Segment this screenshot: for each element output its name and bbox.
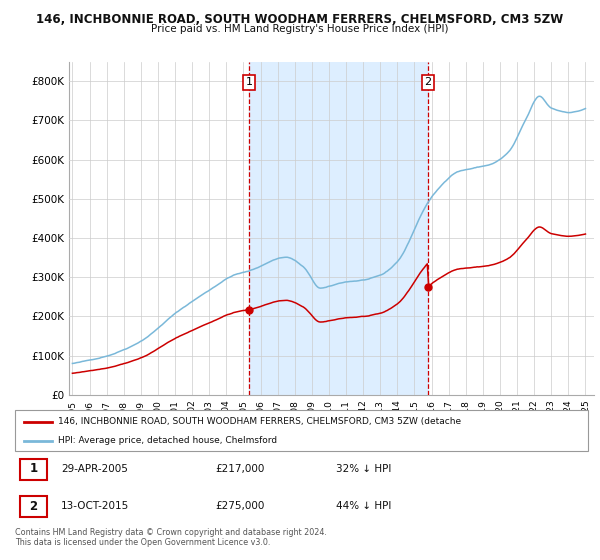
Text: HPI: Average price, detached house, Chelmsford: HPI: Average price, detached house, Chel… xyxy=(58,436,277,445)
Text: £217,000: £217,000 xyxy=(215,464,265,474)
Text: Price paid vs. HM Land Registry's House Price Index (HPI): Price paid vs. HM Land Registry's House … xyxy=(151,24,449,34)
Text: 13-OCT-2015: 13-OCT-2015 xyxy=(61,501,129,511)
Text: Contains HM Land Registry data © Crown copyright and database right 2024.
This d: Contains HM Land Registry data © Crown c… xyxy=(15,528,327,547)
Text: 44% ↓ HPI: 44% ↓ HPI xyxy=(336,501,391,511)
Text: 32% ↓ HPI: 32% ↓ HPI xyxy=(336,464,391,474)
Text: 1: 1 xyxy=(29,463,37,475)
Bar xyxy=(20,496,47,516)
Text: 29-APR-2005: 29-APR-2005 xyxy=(61,464,128,474)
Bar xyxy=(249,62,428,395)
Text: 146, INCHBONNIE ROAD, SOUTH WOODHAM FERRERS, CHELMSFORD, CM3 5ZW (detache: 146, INCHBONNIE ROAD, SOUTH WOODHAM FERR… xyxy=(58,417,461,426)
Text: 2: 2 xyxy=(424,77,431,87)
Text: 146, INCHBONNIE ROAD, SOUTH WOODHAM FERRERS, CHELMSFORD, CM3 5ZW: 146, INCHBONNIE ROAD, SOUTH WOODHAM FERR… xyxy=(37,13,563,26)
Bar xyxy=(20,459,47,479)
Text: 2: 2 xyxy=(29,500,37,512)
Text: £275,000: £275,000 xyxy=(215,501,265,511)
Text: 1: 1 xyxy=(245,77,253,87)
